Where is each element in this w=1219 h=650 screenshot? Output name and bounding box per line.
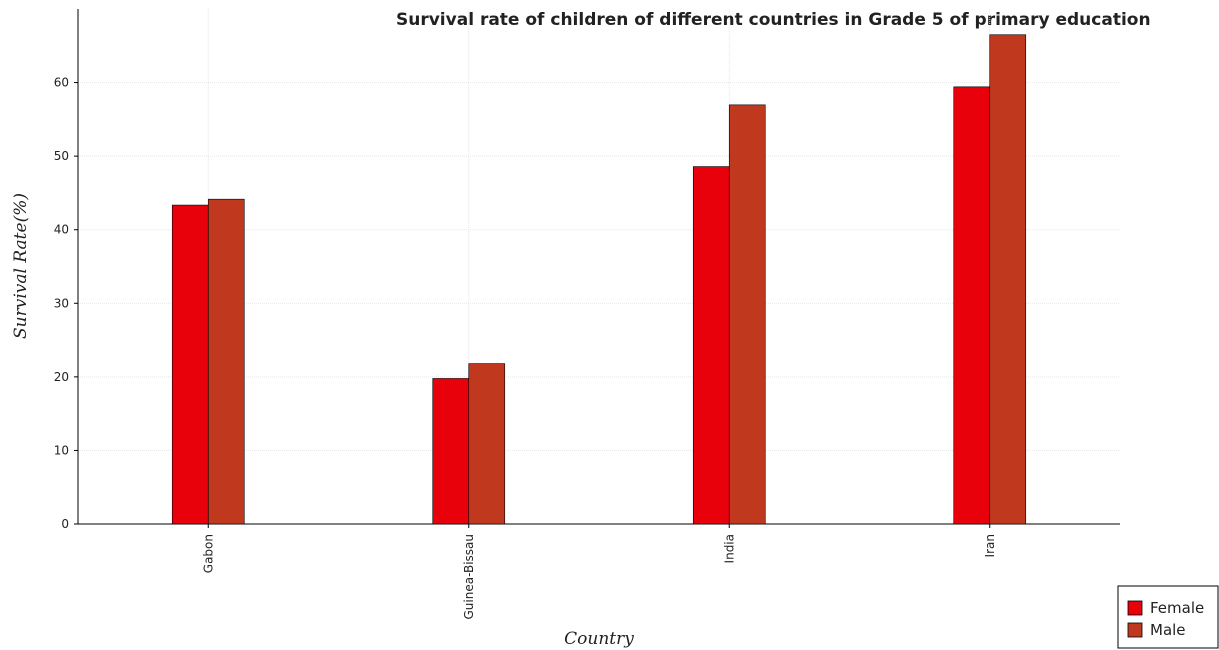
- x-axis-label: Country: [564, 629, 634, 649]
- y-tick-label: 20: [54, 370, 69, 384]
- bar-female-gabon: [171, 204, 209, 525]
- legend-swatch-male: [1127, 622, 1143, 638]
- grid: [78, 9, 1120, 525]
- bar-male-guinea-bissau: [468, 363, 506, 525]
- legend: Female Male: [1117, 585, 1219, 649]
- bars: [171, 34, 1027, 525]
- x-ticks: Gabon Guinea-Bissau India Iran: [201, 524, 997, 620]
- legend-box: [1117, 585, 1219, 649]
- y-tick-label: 30: [54, 296, 69, 310]
- chart-title: Survival rate of children of different c…: [396, 10, 1151, 30]
- bar-male-iran: [989, 34, 1027, 525]
- bar-female-iran: [953, 86, 991, 525]
- y-tick-label: 0: [61, 517, 69, 531]
- x-tick-label: Iran: [983, 534, 997, 557]
- legend-label-male: Male: [1150, 621, 1186, 639]
- x-tick-label: Guinea-Bissau: [462, 534, 476, 620]
- bar-female-guinea-bissau: [432, 378, 470, 525]
- legend-label-female: Female: [1150, 599, 1204, 617]
- y-tick-label: 60: [54, 76, 69, 90]
- x-tick-label: Gabon: [201, 534, 215, 573]
- y-ticks: 0 10 20 30 40 50 60: [54, 76, 78, 531]
- y-tick-label: 50: [54, 149, 69, 163]
- legend-swatch-female: [1127, 600, 1143, 616]
- bar-male-gabon: [207, 198, 245, 525]
- y-tick-label: 10: [54, 443, 69, 457]
- y-axis-label: Survival Rate(%): [11, 193, 31, 339]
- bar-male-india: [728, 104, 766, 525]
- x-tick-label: India: [722, 534, 736, 563]
- bar-female-india: [692, 166, 730, 525]
- y-tick-label: 40: [54, 223, 69, 237]
